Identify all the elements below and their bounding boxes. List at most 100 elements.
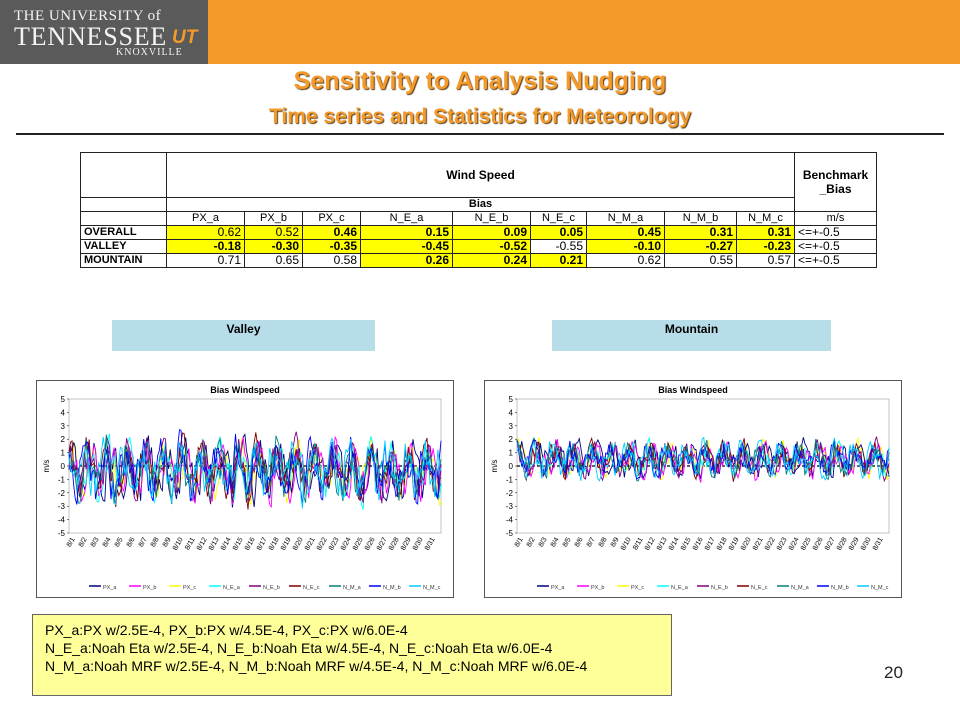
university-logo[interactable]: THE UNIVERSITY of TENNESSEE UT KNOXVILLE — [0, 0, 208, 64]
x-tick-label: 8/13 — [656, 536, 669, 551]
table-cell: 0.65 — [244, 253, 303, 268]
table-cell: 0.71 — [166, 253, 245, 268]
table-cell: 0.09 — [452, 225, 531, 240]
y-tick-label: 1 — [509, 449, 514, 458]
logo-ut-mark: UT — [172, 27, 198, 48]
wind-speed-header: Wind Speed — [166, 152, 795, 198]
x-tick-label: 8/10 — [620, 536, 633, 551]
y-axis-label: m/s — [490, 460, 499, 473]
y-tick-label: -5 — [506, 529, 514, 538]
x-tick-label: 8/14 — [220, 536, 233, 551]
legend-entry: PX_c — [183, 585, 196, 591]
x-tick-label: 8/24 — [788, 536, 801, 551]
legend-line: N_E_a:Noah Eta w/2.5E-4, N_E_b:Noah Eta … — [45, 640, 553, 656]
x-tick-label: 8/21 — [752, 536, 765, 551]
table-cell: 0.31 — [736, 225, 795, 240]
x-tick-label: 8/26 — [812, 536, 825, 551]
table-corner-cell — [80, 197, 167, 212]
table-cell: 0.46 — [302, 225, 361, 240]
legend-entry: N_E_a — [223, 585, 241, 591]
legend-entry: N_E_b — [263, 585, 280, 591]
x-tick-label: 8/22 — [764, 536, 777, 551]
x-tick-label: 8/8 — [150, 536, 161, 548]
x-tick-label: 8/1 — [514, 536, 525, 548]
legend-line: PX_a:PX w/2.5E-4, PX_b:PX w/4.5E-4, PX_c… — [45, 622, 408, 638]
y-tick-label: 0 — [61, 462, 66, 471]
x-tick-label: 8/1 — [66, 536, 77, 548]
y-tick-label: 5 — [61, 395, 66, 404]
y-tick-label: -4 — [506, 516, 514, 525]
table-cell: 0.15 — [360, 225, 453, 240]
table-cell: 0.55 — [664, 253, 737, 268]
mountain-chart: Bias Windspeed 5 4 3 2 1 0 -1 -2 -3 -4 -5 m/s 8/1 8/2 8… — [484, 380, 902, 598]
run-description-legend: PX_a:PX w/2.5E-4, PX_b:PX w/4.5E-4, PX_c… — [32, 614, 672, 696]
table-cell: 0.31 — [664, 225, 737, 240]
x-tick-label: 8/7 — [138, 536, 149, 548]
series-line-n-e-c — [68, 432, 442, 510]
x-tick-label: 8/29 — [848, 536, 861, 551]
x-tick-label: 8/29 — [400, 536, 413, 551]
x-tick-label: 8/30 — [412, 536, 425, 551]
x-tick-label: 8/11 — [184, 536, 197, 551]
x-tick-label: 8/28 — [836, 536, 849, 551]
y-tick-label: 4 — [61, 408, 66, 417]
table-cell: -0.27 — [664, 239, 737, 254]
table-cell: 0.26 — [360, 253, 453, 268]
x-tick-label: 8/5 — [562, 536, 573, 548]
x-tick-label: 8/18 — [716, 536, 729, 551]
table-cell: -0.52 — [452, 239, 531, 254]
table-cell: 0.21 — [530, 253, 587, 268]
benchmark-cell: <=+-0.5 — [794, 225, 877, 240]
y-tick-label: -3 — [58, 502, 66, 511]
legend-entry: PX_c — [631, 585, 644, 591]
x-tick-label: 8/31 — [872, 536, 885, 551]
x-tick-label: 8/22 — [316, 536, 329, 551]
y-tick-label: 3 — [509, 422, 514, 431]
title-divider — [16, 133, 944, 135]
row-label: MOUNTAIN — [80, 253, 167, 268]
column-header: N_E_c — [530, 211, 587, 226]
table-row: OVERALL 0.62 0.52 0.46 0.15 0.09 0.05 0.… — [80, 225, 877, 240]
column-header-row: PX_a PX_b PX_c N_E_a N_E_b N_E_c N_M_a N… — [80, 211, 877, 226]
benchmark-cell: <=+-0.5 — [794, 253, 877, 268]
x-tick-label: 8/23 — [776, 536, 789, 551]
wind-speed-bias-table: Wind Speed Benchmark _Bias Bias PX_a PX_… — [80, 152, 877, 268]
table-cell: 0.62 — [586, 253, 665, 268]
legend-entry: N_M_b — [383, 585, 401, 591]
x-tick-label: 8/9 — [610, 536, 621, 548]
y-tick-label: -3 — [506, 502, 514, 511]
legend-entry: N_M_c — [423, 585, 441, 591]
table-cell: -0.30 — [244, 239, 303, 254]
y-tick-label: 0 — [509, 462, 514, 471]
logo-line-2: TENNESSEE — [14, 22, 168, 51]
table-cell: 0.24 — [452, 253, 531, 268]
legend-entry: N_E_c — [751, 585, 768, 591]
series-line-n-e-a — [516, 437, 890, 480]
y-tick-label: 2 — [509, 435, 514, 444]
x-tick-label: 8/25 — [800, 536, 813, 551]
y-tick-label: -1 — [58, 475, 66, 484]
logo-line-1: THE UNIVERSITY of — [14, 8, 162, 24]
x-tick-label: 8/12 — [196, 536, 209, 551]
benchmark-header-line1: Benchmark — [802, 168, 869, 182]
x-tick-label: 8/20 — [740, 536, 753, 551]
column-header: N_M_b — [664, 211, 737, 226]
y-tick-label: 4 — [509, 408, 514, 417]
x-tick-label: 8/13 — [208, 536, 221, 551]
table-cell: 0.62 — [166, 225, 245, 240]
y-tick-label: -1 — [506, 475, 514, 484]
slide-title: Sensitivity to Analysis Nudging — [293, 67, 667, 95]
x-tick-label: 8/23 — [328, 536, 341, 551]
row-label: OVERALL — [80, 225, 167, 240]
legend-entry: PX_a — [551, 585, 565, 591]
legend-entry: N_E_a — [671, 585, 689, 591]
x-tick-label: 8/6 — [574, 536, 585, 548]
valley-chart: Bias Windspeed 5 4 3 2 1 0 -1 -2 -3 -4 -5 m/s 8/1 8/2 8… — [36, 380, 454, 598]
y-tick-label: 2 — [61, 435, 66, 444]
table-cell: 0.05 — [530, 225, 587, 240]
table-cell: -0.35 — [302, 239, 361, 254]
chart-title: Bias Windspeed — [658, 385, 727, 395]
table-row: VALLEY -0.18 -0.30 -0.35 -0.45 -0.52 -0.… — [80, 239, 877, 254]
x-tick-label: 8/14 — [668, 536, 681, 551]
x-tick-label: 8/4 — [102, 536, 113, 548]
